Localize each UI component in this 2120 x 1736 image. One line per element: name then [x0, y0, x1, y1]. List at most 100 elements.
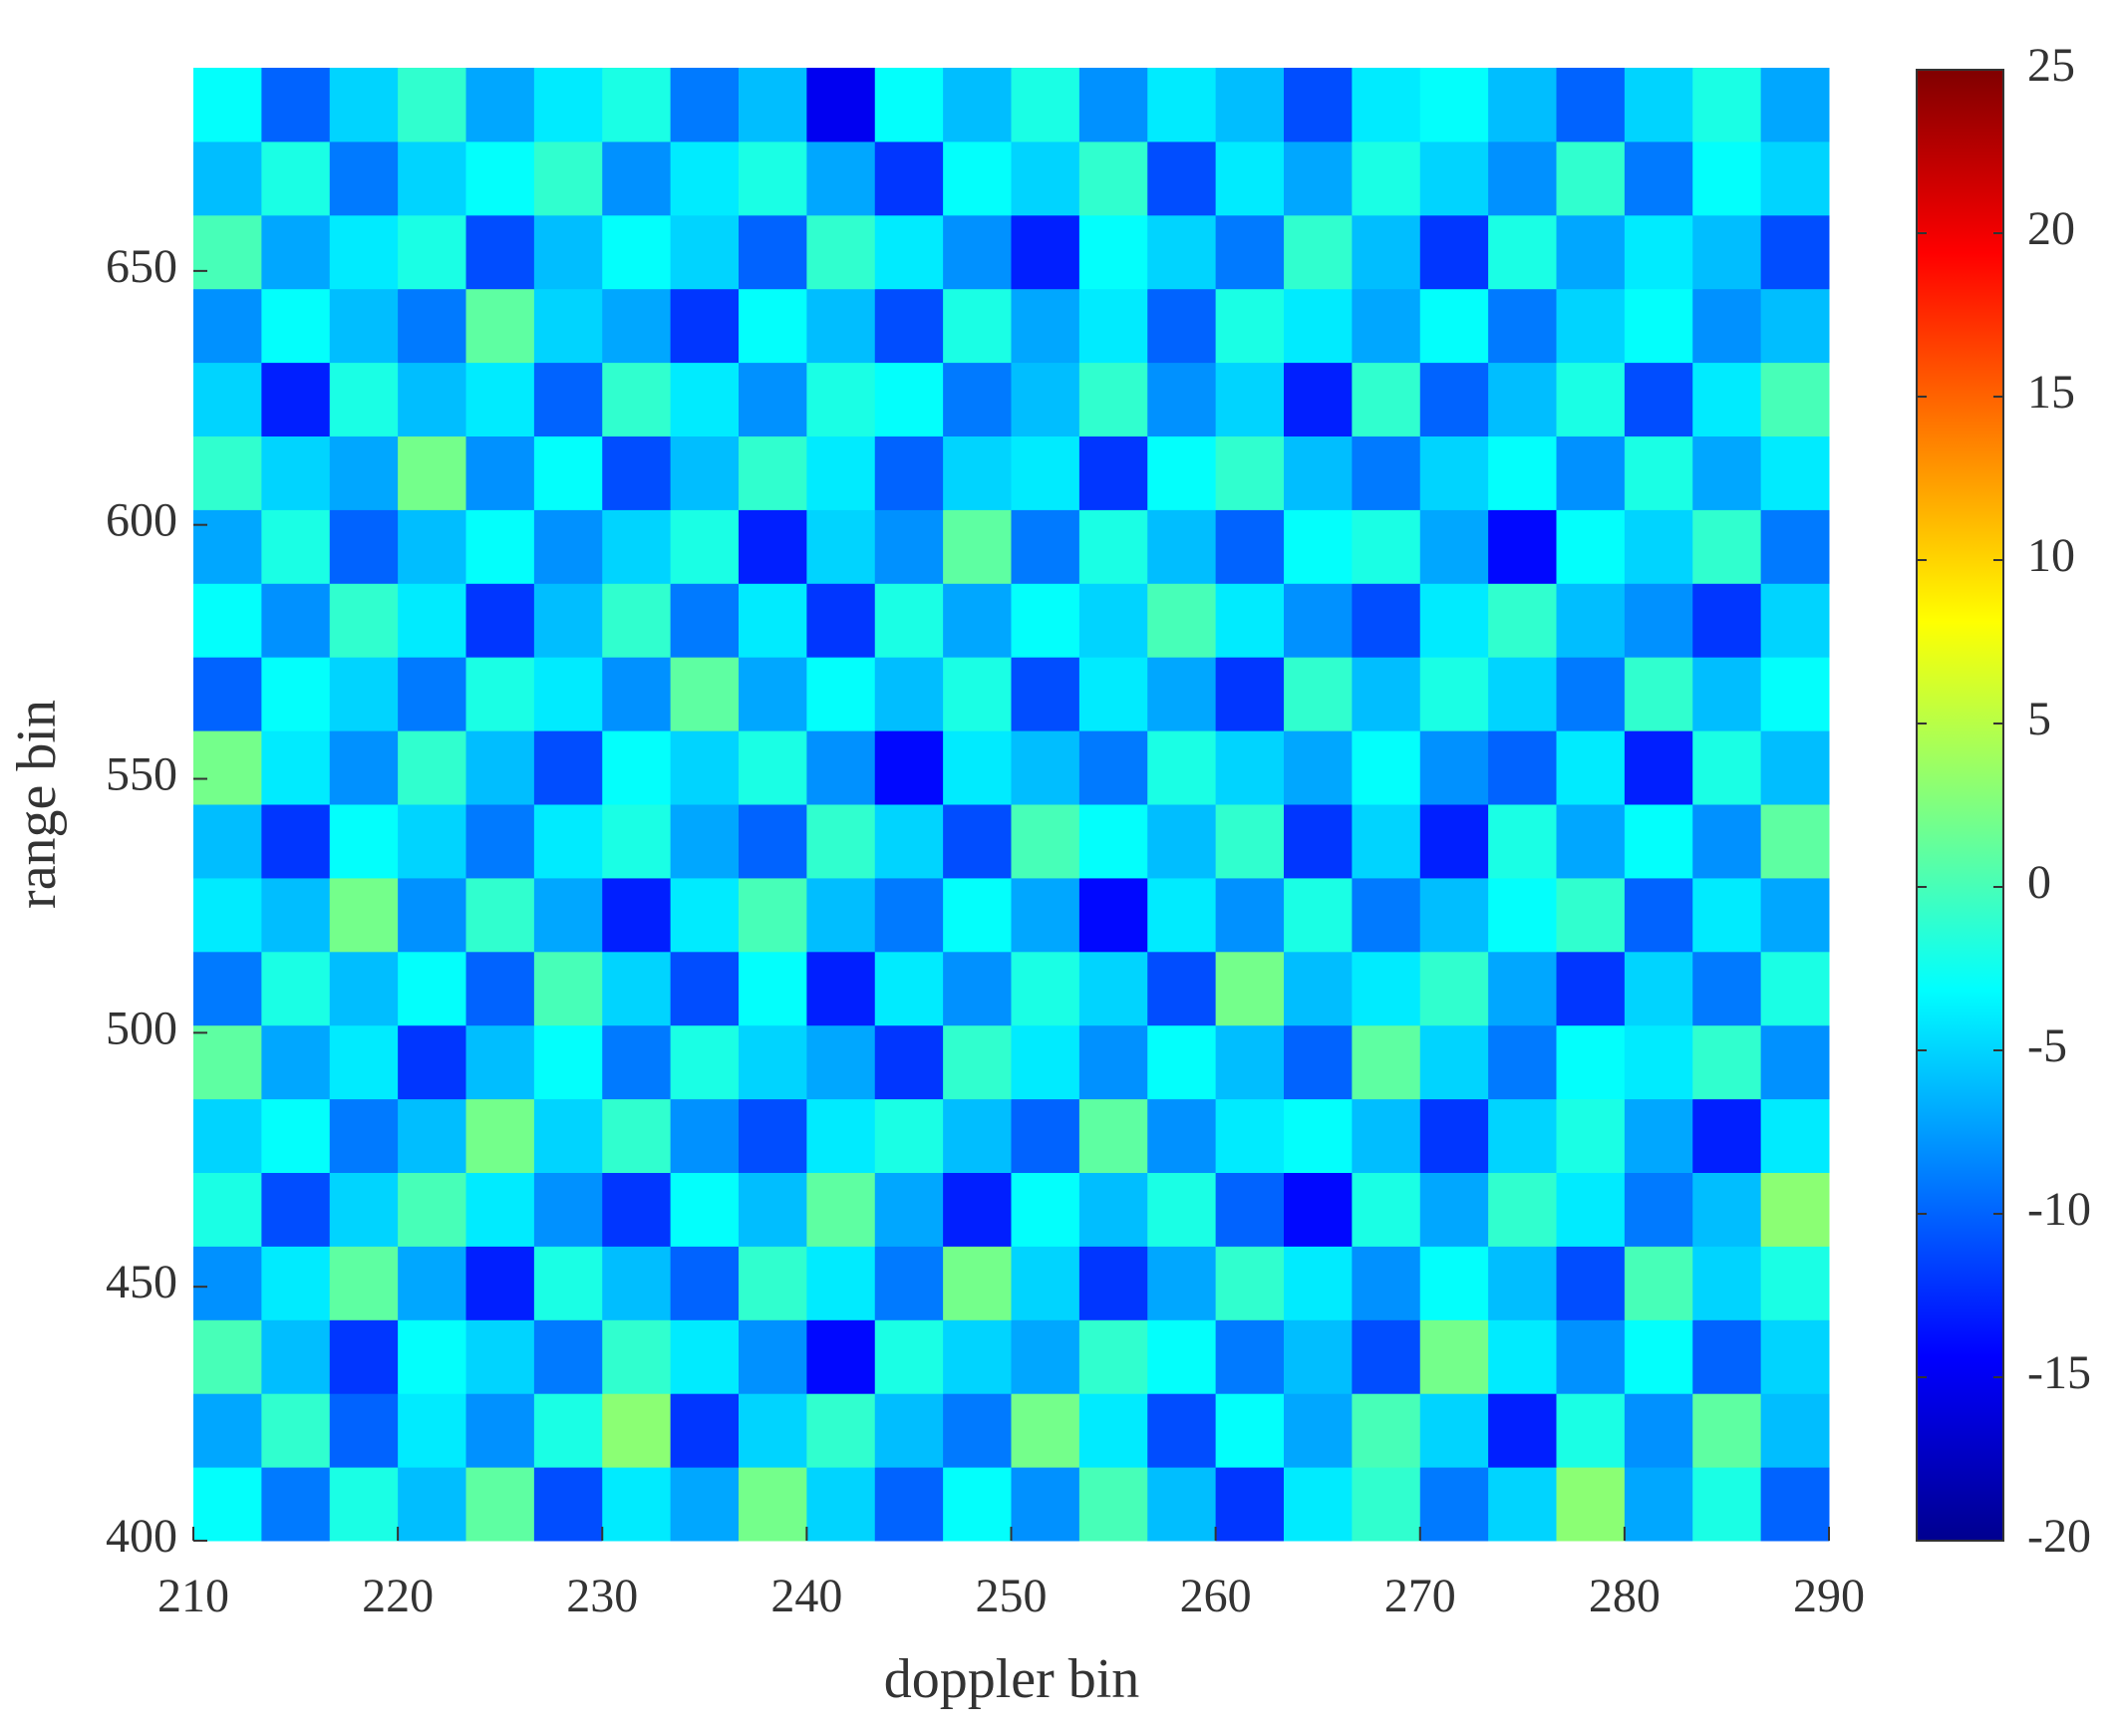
heatmap-cell [329, 583, 399, 658]
heatmap-cell [602, 509, 672, 584]
heatmap-cell [602, 583, 672, 658]
heatmap-cell [398, 1172, 466, 1247]
heatmap-cell [670, 1467, 740, 1542]
heatmap-cell [670, 214, 740, 290]
heatmap-cell [1624, 951, 1693, 1026]
heatmap-cell [670, 877, 740, 953]
heatmap-cell [1624, 1393, 1693, 1468]
heatmap-cell [1215, 877, 1285, 953]
heatmap-cell [1692, 877, 1762, 953]
heatmap-cell [1011, 1467, 1080, 1542]
heatmap-cell [1488, 1246, 1557, 1320]
heatmap-cell [1078, 68, 1148, 143]
heatmap-cell [1419, 141, 1489, 216]
heatmap-cell [329, 68, 399, 143]
heatmap-cell [739, 730, 807, 805]
heatmap-cell [193, 214, 262, 290]
heatmap-cell [329, 214, 399, 290]
heatmap-cell [398, 657, 466, 731]
heatmap-cell [1284, 1172, 1353, 1247]
heatmap-cell [670, 657, 740, 731]
heatmap-cell [1078, 214, 1148, 290]
heatmap-cell [1215, 804, 1285, 879]
heatmap-cell [329, 1172, 399, 1247]
heatmap-cell [806, 288, 876, 364]
heatmap-cell [739, 1319, 807, 1394]
heatmap-cell [1556, 362, 1626, 436]
heatmap-cell [398, 730, 466, 805]
heatmap-cell [261, 68, 331, 143]
heatmap-cell [1011, 657, 1080, 731]
heatmap-cell [1011, 1172, 1080, 1247]
heatmap-cell [1215, 214, 1285, 290]
heatmap-cell [1692, 68, 1762, 143]
heatmap-cell [1011, 730, 1080, 805]
heatmap-cell [1488, 1024, 1557, 1100]
heatmap-cell [874, 362, 944, 436]
heatmap-cell [806, 583, 876, 658]
heatmap-cell [806, 1024, 876, 1100]
heatmap-cell [1624, 362, 1693, 436]
colorbar-tick-label: 0 [2027, 856, 2051, 909]
heatmap-cell [739, 435, 807, 510]
heatmap-cell [874, 214, 944, 290]
heatmap-cell [398, 362, 466, 436]
heatmap-cell [398, 1393, 466, 1468]
heatmap-cell [874, 583, 944, 658]
heatmap-cell [1556, 951, 1626, 1026]
heatmap-cell [670, 804, 740, 879]
heatmap-cell [1352, 1098, 1421, 1173]
heatmap-cell [261, 141, 331, 216]
y-tick-label: 600 [106, 494, 177, 547]
heatmap-cell [874, 1172, 944, 1247]
heatmap-cell [1556, 1024, 1626, 1100]
heatmap-cell [1147, 1024, 1217, 1100]
x-tick-label: 250 [976, 1570, 1048, 1622]
heatmap-cell [1488, 730, 1557, 805]
heatmap-cell [1352, 141, 1421, 216]
heatmap-cell [874, 877, 944, 953]
heatmap-cell [943, 1467, 1012, 1542]
heatmap-cell [1147, 730, 1217, 805]
heatmap-cell [1692, 435, 1762, 510]
heatmap-cell [1760, 1467, 1830, 1542]
heatmap-cell [1419, 657, 1489, 731]
heatmap-cell [1284, 583, 1353, 658]
heatmap-cell [465, 583, 535, 658]
heatmap-cell [261, 804, 331, 879]
heatmap-cell [874, 804, 944, 879]
heatmap-cell [329, 730, 399, 805]
heatmap-cell [1284, 804, 1353, 879]
heatmap-cell [329, 1098, 399, 1173]
heatmap-cell [1147, 1172, 1217, 1247]
heatmap-cell [1284, 362, 1353, 436]
heatmap-cell [1011, 804, 1080, 879]
heatmap-cell [329, 435, 399, 510]
heatmap-cell [533, 68, 603, 143]
heatmap-cell [193, 1246, 262, 1320]
heatmap-cell [1147, 68, 1217, 143]
heatmap-cell [943, 1246, 1012, 1320]
heatmap-cell [1215, 583, 1285, 658]
heatmap-cell [739, 214, 807, 290]
heatmap-cell [261, 1319, 331, 1394]
heatmap-cell [1488, 1172, 1557, 1247]
heatmap-cell [1556, 1467, 1626, 1542]
heatmap-cell [739, 509, 807, 584]
heatmap-cell [1624, 1319, 1693, 1394]
heatmap-cell [602, 362, 672, 436]
heatmap-cell [1284, 730, 1353, 805]
heatmap-cell [1624, 68, 1693, 143]
heatmap-cell [1624, 657, 1693, 731]
heatmap-cell [193, 1098, 262, 1173]
heatmap-cell [1215, 1172, 1285, 1247]
heatmap-cell [739, 1098, 807, 1173]
heatmap-cell [1215, 362, 1285, 436]
heatmap-cell [1624, 141, 1693, 216]
heatmap-cell [1419, 288, 1489, 364]
heatmap-cell [670, 1319, 740, 1394]
heatmap-cell [398, 1246, 466, 1320]
heatmap-cell [1624, 509, 1693, 584]
heatmap-cell [1147, 1467, 1217, 1542]
heatmap-cell [670, 68, 740, 143]
